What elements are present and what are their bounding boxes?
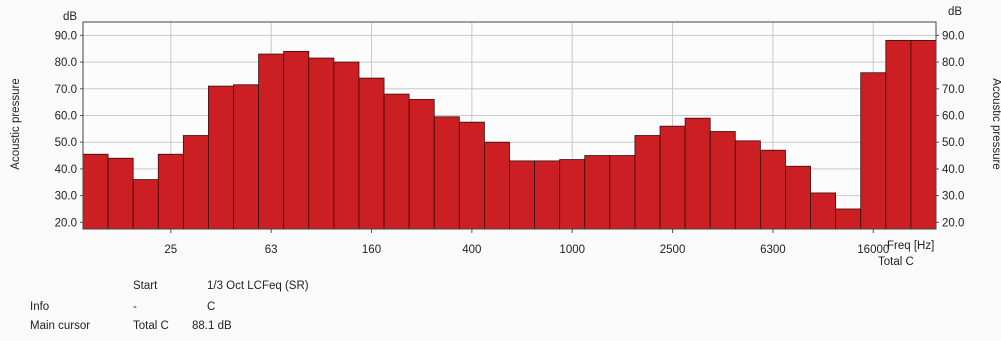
right-unit-label: dB [948,6,962,18]
plot-frame [82,21,937,230]
left-unit-label: dB [63,11,77,23]
bar-2500[interactable] [659,125,686,230]
x-tick-label: 160 [362,244,381,256]
x-tick-label: 16000 [857,244,889,256]
x-tick-label: 25 [164,244,177,256]
bar-5000[interactable] [734,140,761,230]
start-label: Start [133,280,158,292]
y-tick-label-left: 30.0 [55,191,77,203]
bar-1600[interactable] [609,155,636,230]
bar-12.5[interactable] [82,153,109,230]
bar-125[interactable] [333,61,360,230]
bar-1250[interactable] [584,155,611,230]
bar-160[interactable] [358,77,385,230]
y-tick-label-right: 90.0 [942,30,964,42]
bar-16000[interactable] [860,72,887,230]
bar-40[interactable] [208,85,234,230]
x-tick-label: 63 [265,244,278,256]
x-tick-label: 1000 [559,244,585,256]
bar-630[interactable] [509,160,535,230]
y-tick-label-right: 30.0 [942,191,964,203]
bar-10000[interactable] [810,192,837,230]
bar-50[interactable] [233,84,260,230]
bar-100[interactable] [308,57,335,230]
y-axis-title-right: Acoustic pressure [990,78,1001,169]
y-tick-label-right: 80.0 [942,57,964,69]
y-tick-label-right: 50.0 [942,137,964,149]
y-tick-label-right: 40.0 [942,164,964,176]
main-cursor-band: Total C [133,320,169,332]
bar-315[interactable] [433,116,460,230]
total-band-label: Total C [878,256,914,268]
bar-3150[interactable] [684,117,711,230]
bar-31.5[interactable] [182,135,209,230]
x-axis-title: Freq [Hz] [887,240,934,252]
y-tick-label-left: 60.0 [55,110,77,122]
bar-8000[interactable] [785,165,811,230]
start-value: 1/3 Oct LCFeq (SR) [207,280,309,292]
bar-800[interactable] [534,160,561,230]
bar-25[interactable] [157,153,184,230]
bar-500[interactable] [484,141,510,230]
labels-layer: 20.0 20.0 30.0 30.0 40.0 40.0 50.0 50.0 60.0 60.0… [55,30,965,256]
y-tick-label-right: 20.0 [942,217,964,229]
bar-total-a[interactable] [910,40,937,230]
bar-20000[interactable] [885,40,912,230]
y-tick-label-left: 80.0 [55,57,77,69]
info-value-2: C [207,301,216,313]
bar-400[interactable] [458,121,485,230]
bar-63[interactable] [258,53,285,230]
bars-layer [82,40,937,230]
x-tick-label: 6300 [760,244,786,256]
y-tick-label-left: 70.0 [55,84,77,96]
x-tick-label: 400 [462,244,481,256]
y-tick-label-right: 70.0 [942,84,964,96]
x-tick-label: 2500 [660,244,686,256]
y-tick-label-left: 40.0 [55,164,77,176]
y-tick-label-left: 20.0 [55,217,77,229]
main-cursor-label: Main cursor [30,320,91,332]
bar-20[interactable] [132,179,159,230]
y-tick-label-left: 90.0 [55,30,77,42]
axes-layer [80,21,939,233]
bar-2000[interactable] [634,135,661,230]
bar-250[interactable] [408,99,435,230]
y-tick-label-right: 60.0 [942,110,964,122]
bar-1000[interactable] [559,159,586,230]
bar-80[interactable] [283,50,310,230]
bar-12500[interactable] [835,208,862,230]
main-cursor-value: 88.1 dB [192,320,232,332]
y-tick-label-left: 50.0 [55,137,77,149]
bar-4000[interactable] [709,131,736,230]
y-axis-title-left: Acoustic pressure [10,78,22,169]
bar-6300[interactable] [759,149,786,230]
info-value-1: - [133,301,137,313]
bar-200[interactable] [383,93,410,230]
info-label: Info [30,301,50,313]
bar-16[interactable] [107,157,134,230]
